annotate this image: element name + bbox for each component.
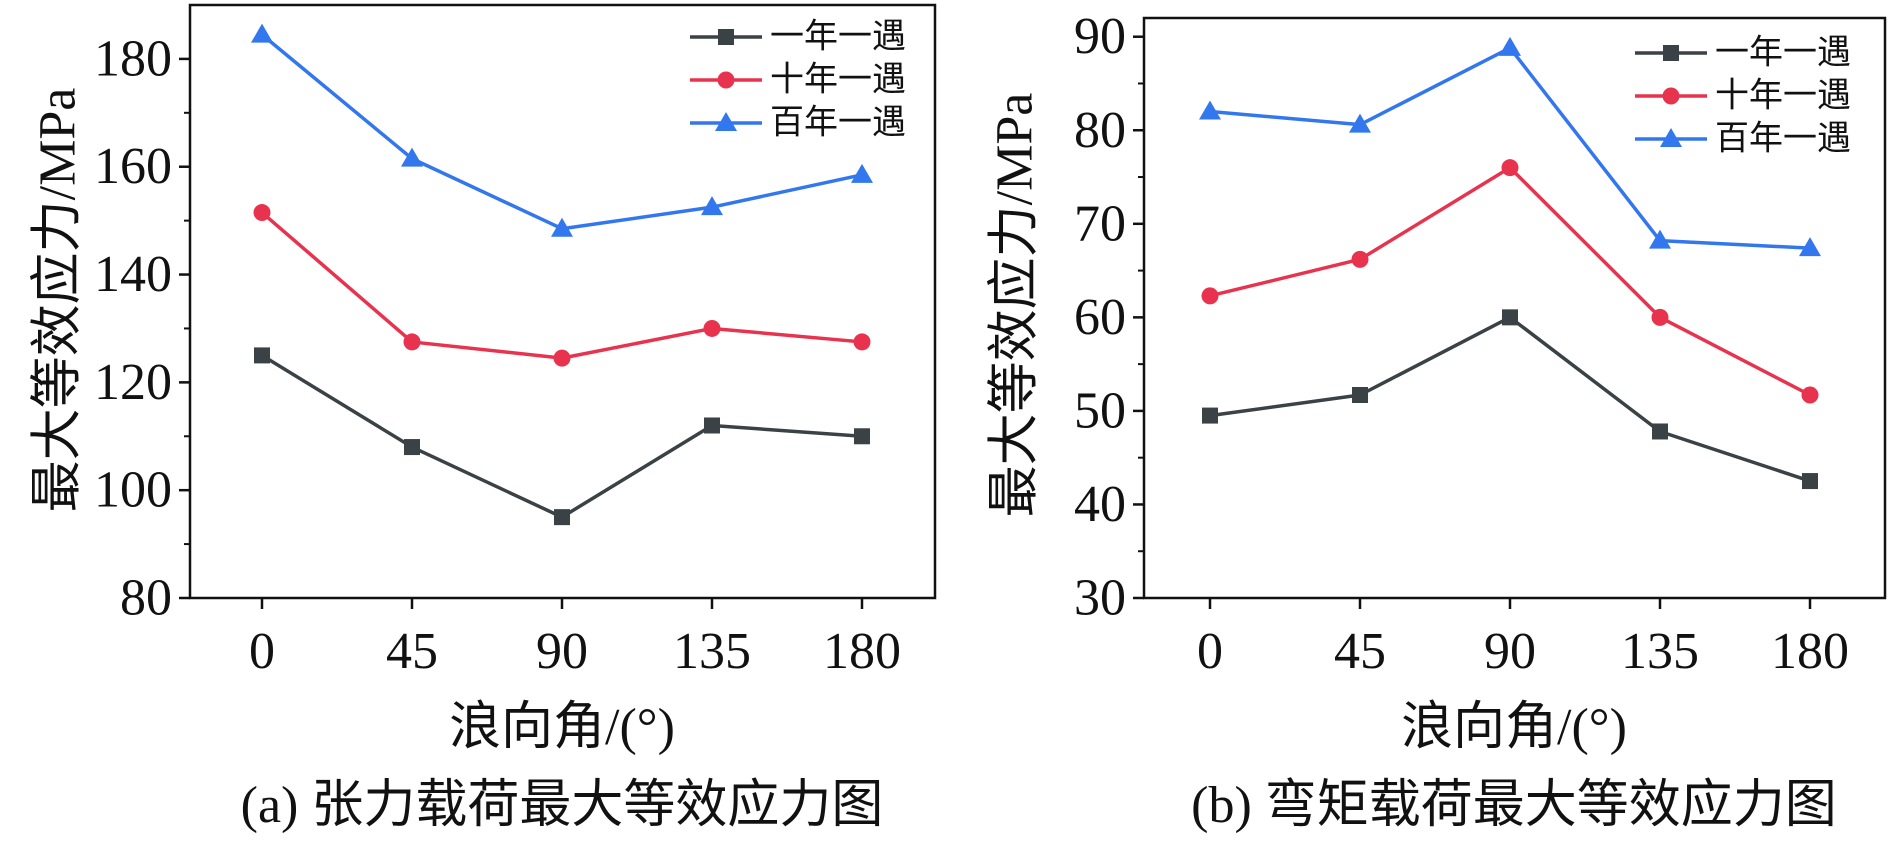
- x-tick-label: 90: [1484, 623, 1536, 680]
- data-point-square: [1502, 309, 1518, 326]
- y-tick-label: 90: [1074, 8, 1126, 65]
- legend-label: 十年一遇: [1715, 77, 1851, 115]
- data-point-circle: [553, 349, 571, 367]
- y-tick-label: 70: [1074, 195, 1126, 252]
- y-tick-label: 50: [1074, 382, 1126, 439]
- data-point-square: [254, 347, 270, 364]
- chart-panel-b: 30 40 50 60 70 80 90 0 45 90 135 180 浪向角/(°) 最大等效应力/M…: [987, 8, 1887, 834]
- legend-label: 百年一遇: [1715, 120, 1851, 158]
- data-point-triangle: [1199, 100, 1221, 120]
- data-point-circle: [1801, 386, 1819, 404]
- data-point-triangle: [1349, 113, 1371, 133]
- x-tick-label: 0: [249, 623, 275, 680]
- data-point-circle: [1351, 250, 1369, 268]
- data-point-square: [1652, 423, 1668, 440]
- x-tick-label: 90: [536, 623, 588, 680]
- y-tick-label: 180: [94, 30, 172, 87]
- data-point-triangle: [851, 163, 873, 183]
- legend-label: 一年一遇: [770, 18, 906, 56]
- y-axis-title: 最大等效应力/MPa: [987, 93, 1044, 518]
- data-point-square: [404, 439, 420, 456]
- data-point-circle: [1501, 159, 1519, 177]
- x-axis-title: 浪向角/(°): [1401, 699, 1627, 756]
- y-tick-label: 140: [94, 246, 172, 303]
- x-tick-label: 135: [1621, 623, 1699, 680]
- series-line-square: [1209, 315, 1811, 483]
- legend-label: 十年一遇: [770, 61, 906, 99]
- x-tick-label: 0: [1197, 623, 1223, 680]
- legend-marker-triangle: [715, 112, 737, 131]
- legend-marker-triangle: [1660, 128, 1682, 147]
- x-tick-label: 135: [673, 623, 751, 680]
- legend-marker-square: [718, 29, 734, 45]
- data-point-circle: [703, 319, 721, 337]
- series-line-square: [261, 353, 863, 519]
- data-point-circle: [1651, 308, 1669, 326]
- data-point-circle: [403, 333, 421, 351]
- legend-marker-circle: [1662, 87, 1680, 105]
- x-tick-label: 180: [1771, 623, 1849, 680]
- x-tick-label: 180: [823, 623, 901, 680]
- data-point-square: [554, 509, 570, 526]
- data-point-triangle: [251, 23, 273, 43]
- legend-label: 一年一遇: [1715, 34, 1851, 72]
- panel-caption: (a) 张力载荷最大等效应力图: [241, 777, 884, 834]
- chart-panel-a: 80 100 120 140 160 180 0 45 90 135 180 浪向角/(°) 最大等效应…: [30, 3, 937, 834]
- data-point-triangle: [1499, 36, 1521, 56]
- data-point-triangle: [401, 147, 423, 167]
- y-tick-label: 80: [120, 570, 172, 627]
- x-tick-label: 45: [1334, 623, 1386, 680]
- data-point-circle: [1201, 287, 1219, 305]
- x-axis-title: 浪向角/(°): [449, 699, 675, 756]
- y-tick-label: 160: [94, 138, 172, 195]
- legend-marker-circle: [717, 71, 735, 89]
- series-line-circle: [1209, 165, 1811, 397]
- legend-label: 百年一遇: [770, 104, 906, 142]
- data-point-triangle: [701, 196, 723, 216]
- data-point-circle: [253, 204, 271, 222]
- legend-marker-square: [1663, 45, 1679, 61]
- y-tick-label: 30: [1074, 570, 1126, 627]
- plot-frame: [1142, 16, 1887, 600]
- data-point-square: [1352, 387, 1368, 403]
- data-point-triangle: [1799, 237, 1821, 257]
- data-point-square: [854, 428, 870, 445]
- data-point-triangle: [1649, 229, 1671, 249]
- y-tick-label: 60: [1074, 289, 1126, 346]
- data-point-square: [1202, 407, 1218, 424]
- data-point-triangle: [551, 217, 573, 237]
- y-tick-label: 120: [94, 354, 172, 411]
- data-point-square: [1802, 473, 1818, 490]
- data-point-circle: [853, 333, 871, 351]
- y-tick-label: 40: [1074, 476, 1126, 533]
- y-tick-label: 80: [1074, 102, 1126, 159]
- y-tick-label: 100: [94, 462, 172, 519]
- x-tick-label: 45: [386, 623, 438, 680]
- panel-caption: (b) 弯矩载荷最大等效应力图: [1191, 776, 1837, 834]
- data-point-square: [704, 417, 720, 434]
- y-axis-title: 最大等效应力/MPa: [30, 88, 87, 513]
